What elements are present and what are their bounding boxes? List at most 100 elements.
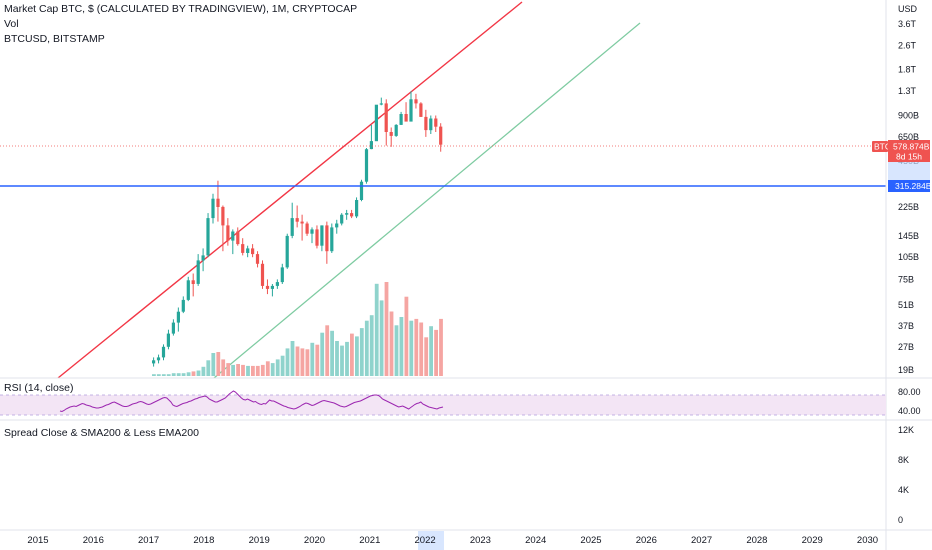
volume-bar: [424, 337, 429, 376]
candle-body: [181, 299, 185, 312]
volume-bar: [270, 363, 275, 376]
candle-body: [246, 248, 250, 253]
year-tick: 2025: [580, 535, 601, 546]
candle-body: [350, 213, 354, 217]
volume-bar: [320, 332, 325, 376]
candle-body: [241, 244, 245, 253]
volume-bar: [394, 325, 399, 376]
candle-body: [290, 218, 294, 236]
candle-body: [364, 149, 369, 182]
legend-spread[interactable]: Spread Close & SMA200 & Less EMA200: [4, 427, 199, 439]
green-support-line[interactable]: [213, 22, 641, 379]
legend-rsi[interactable]: RSI (14, close): [4, 382, 74, 394]
volume-bar: [260, 364, 265, 376]
volume-bar: [152, 374, 156, 376]
candle-body: [186, 280, 190, 300]
red-trend-line[interactable]: [57, 1, 523, 379]
volume-bar: [414, 318, 419, 376]
volume-bar: [201, 366, 206, 376]
candle-body: [305, 223, 309, 234]
price-tick: 900B: [898, 111, 919, 121]
candle-body: [255, 254, 260, 264]
candle-body: [176, 311, 180, 323]
volume-bar: [171, 373, 176, 376]
candle-body: [265, 285, 270, 289]
price-tick: 1.8T: [898, 65, 917, 75]
candle-body: [221, 206, 225, 226]
volume-bar: [359, 328, 364, 376]
candle-body: [419, 103, 423, 117]
year-tick: 2022: [415, 535, 436, 546]
price-tick: 19B: [898, 365, 914, 375]
candle-body: [251, 248, 255, 255]
volume-bar: [350, 333, 354, 376]
candle-body: [399, 114, 403, 125]
volume-bar: [330, 330, 334, 376]
btc-price-tag: BTC 578.874B 8d 15h: [872, 140, 930, 162]
year-tick: 2019: [249, 535, 270, 546]
volume-bar: [226, 363, 231, 376]
year-tick: 2017: [138, 535, 159, 546]
legend-volume[interactable]: Vol: [4, 18, 19, 30]
volume-bar: [419, 322, 424, 376]
volume-bar: [434, 329, 438, 376]
main-pane[interactable]: [0, 0, 886, 378]
volume-bar: [379, 300, 384, 376]
volume-bar: [176, 373, 181, 376]
spread-tick-12k: 12K: [898, 425, 914, 435]
volume-bar: [295, 346, 300, 376]
candle-body: [429, 118, 433, 131]
candle-body: [374, 104, 378, 142]
price-tick: 650B: [898, 132, 919, 142]
price-tick: 75B: [898, 274, 914, 284]
volume-bar: [246, 365, 250, 376]
axis-currency: USD: [898, 4, 918, 14]
price-tick: 105B: [898, 252, 919, 262]
candle-body: [191, 280, 195, 284]
candle-body: [340, 214, 344, 224]
price-axis[interactable]: 3.6T2.6T1.8T1.3T900B650B450B225B145B105B…: [898, 19, 919, 375]
rsi-line: [59, 390, 444, 413]
year-tick: 2021: [359, 535, 380, 546]
candle-body: [280, 267, 284, 283]
candle-body: [236, 231, 240, 245]
volume-bar: [265, 361, 270, 376]
year-tick: 2026: [636, 535, 657, 546]
volume-bar: [300, 348, 305, 376]
candle-body: [295, 218, 299, 222]
level-tag-value: 315.284B: [895, 181, 932, 191]
rsi-tick-80: 80.00: [898, 387, 921, 397]
candle-body: [325, 225, 329, 252]
candle-body: [345, 213, 349, 215]
volume-bar: [236, 364, 240, 376]
candle-body: [270, 285, 274, 289]
candle-body: [414, 99, 418, 104]
spread-tick-0: 0: [898, 515, 903, 525]
spread-tick-4k: 4K: [898, 485, 909, 495]
volume-bar: [221, 359, 226, 376]
volume-bar: [325, 325, 330, 376]
volume-bar: [251, 365, 255, 376]
year-tick: 2020: [304, 535, 325, 546]
candle-body: [389, 132, 393, 136]
btc-tag-countdown: 8d 15h: [896, 152, 922, 162]
volume-bar: [409, 320, 414, 376]
candle-body: [394, 124, 398, 136]
legend-main-title[interactable]: Market Cap BTC, $ (CALCULATED BY TRADING…: [4, 3, 358, 15]
year-tick: 2030: [857, 535, 878, 546]
candle-body: [206, 218, 210, 256]
candle-body: [409, 99, 413, 122]
volume-bar: [191, 371, 196, 376]
volume-bar: [285, 348, 290, 376]
volume-bar: [374, 283, 379, 376]
candle-body: [424, 116, 428, 131]
candle-body: [231, 231, 235, 241]
highlight-range: [888, 162, 930, 184]
time-highlight: [418, 531, 444, 550]
volume-bar: [310, 342, 315, 376]
time-axis[interactable]: 2015 2016 2017 2018 2019 2020 2021 2022 2023 2024…: [27, 535, 878, 546]
legend-compare-symbol[interactable]: BTCUSD, BITSTAMP: [4, 33, 105, 45]
volume-bar: [369, 315, 374, 376]
candle-body: [369, 141, 373, 150]
